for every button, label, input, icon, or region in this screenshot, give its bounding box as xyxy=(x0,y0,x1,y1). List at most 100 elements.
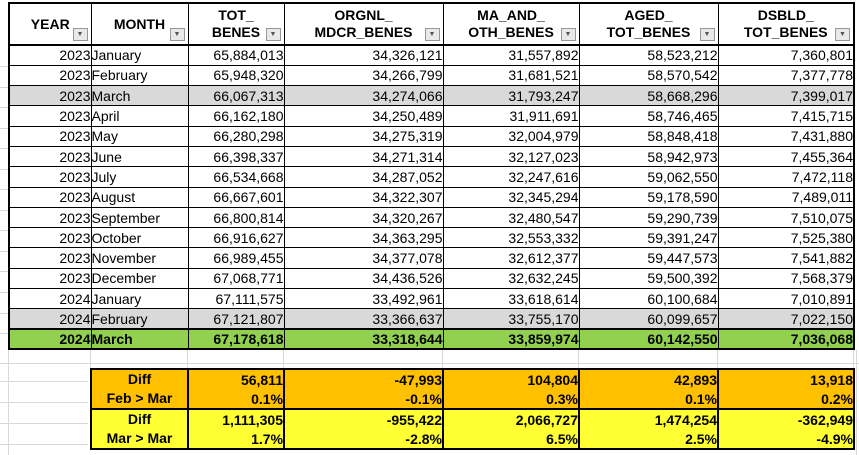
cell-orgnl-mdcr-benes[interactable]: 34,275,319 xyxy=(283,125,444,147)
cell-aged-tot-benes[interactable]: 58,570,542 xyxy=(578,64,719,87)
filter-dropdown-button[interactable]: ▼ xyxy=(835,28,850,41)
cell-year[interactable]: 2023 xyxy=(8,206,92,229)
cell-ma-and-oth-benes[interactable]: 33,755,170 xyxy=(442,308,580,330)
cell-year[interactable]: 2023 xyxy=(8,247,92,269)
cell-ma-and-oth-benes[interactable]: 32,480,547 xyxy=(442,206,580,229)
summary-cell-diff-orgnl[interactable]: -47,993 xyxy=(283,369,444,389)
cell-month[interactable]: March xyxy=(90,85,189,107)
cell-dsbld-tot-benes[interactable]: 7,036,068 xyxy=(717,328,855,351)
cell-dsbld-tot-benes[interactable]: 7,399,017 xyxy=(717,85,855,107)
summary-cell-pct-tot[interactable]: 0.1% xyxy=(187,389,285,409)
cell-dsbld-tot-benes[interactable]: 7,541,882 xyxy=(717,247,855,269)
cell-tot-benes[interactable]: 67,178,618 xyxy=(187,328,285,351)
cell-tot-benes[interactable]: 66,667,601 xyxy=(187,186,285,208)
cell-year[interactable]: 2023 xyxy=(8,64,92,87)
cell-month[interactable]: November xyxy=(90,247,189,269)
cell-aged-tot-benes[interactable]: 58,942,973 xyxy=(578,145,719,168)
cell-orgnl-mdcr-benes[interactable]: 33,366,637 xyxy=(283,308,444,330)
cell-year[interactable]: 2023 xyxy=(8,85,92,107)
filter-dropdown-button[interactable]: ▼ xyxy=(265,28,281,41)
summary-cell-pct-tot[interactable]: 1.7% xyxy=(187,429,285,449)
cell-dsbld-tot-benes[interactable]: 7,377,778 xyxy=(717,64,855,87)
cell-tot-benes[interactable]: 65,948,320 xyxy=(187,64,285,87)
summary-cell-pct-ma[interactable]: 0.3% xyxy=(442,389,580,409)
cell-year[interactable]: 2024 xyxy=(8,308,92,330)
summary-cell-pct-orgnl[interactable]: -2.8% xyxy=(283,429,444,449)
cell-tot-benes[interactable]: 66,067,313 xyxy=(187,85,285,107)
cell-ma-and-oth-benes[interactable]: 31,911,691 xyxy=(442,105,580,127)
summary-cell-diff-orgnl[interactable]: -955,422 xyxy=(283,408,444,429)
summary-cell-pct-dsbld[interactable]: 0.2% xyxy=(717,389,855,409)
cell-ma-and-oth-benes[interactable]: 31,793,247 xyxy=(442,85,580,107)
summary-label-feb-mar[interactable]: Diff Feb > Mar xyxy=(90,369,189,409)
cell-aged-tot-benes[interactable]: 59,500,392 xyxy=(578,267,719,290)
cell-ma-and-oth-benes[interactable]: 32,553,332 xyxy=(442,227,580,249)
cell-dsbld-tot-benes[interactable]: 7,415,715 xyxy=(717,105,855,127)
cell-tot-benes[interactable]: 66,989,455 xyxy=(187,247,285,269)
cell-tot-benes[interactable]: 65,884,013 xyxy=(187,44,285,66)
filter-dropdown-button[interactable]: ▼ xyxy=(424,28,440,41)
cell-ma-and-oth-benes[interactable]: 32,004,979 xyxy=(442,125,580,147)
cell-ma-and-oth-benes[interactable]: 33,618,614 xyxy=(442,288,580,310)
cell-ma-and-oth-benes[interactable]: 31,681,521 xyxy=(442,64,580,87)
cell-orgnl-mdcr-benes[interactable]: 34,266,799 xyxy=(283,64,444,87)
cell-orgnl-mdcr-benes[interactable]: 34,250,489 xyxy=(283,105,444,127)
cell-ma-and-oth-benes[interactable]: 32,612,377 xyxy=(442,247,580,269)
summary-cell-diff-ma[interactable]: 2,066,727 xyxy=(442,408,580,429)
cell-month[interactable]: August xyxy=(90,186,189,208)
cell-orgnl-mdcr-benes[interactable]: 34,320,267 xyxy=(283,206,444,229)
cell-dsbld-tot-benes[interactable]: 7,472,118 xyxy=(717,166,855,188)
cell-year[interactable]: 2023 xyxy=(8,227,92,249)
cell-month[interactable]: December xyxy=(90,267,189,290)
cell-dsbld-tot-benes[interactable]: 7,568,379 xyxy=(717,267,855,290)
summary-cell-pct-ma[interactable]: 6.5% xyxy=(442,429,580,449)
cell-tot-benes[interactable]: 66,398,337 xyxy=(187,145,285,168)
cell-ma-and-oth-benes[interactable]: 32,632,245 xyxy=(442,267,580,290)
cell-ma-and-oth-benes[interactable]: 32,247,616 xyxy=(442,166,580,188)
cell-year[interactable]: 2023 xyxy=(8,186,92,208)
filter-dropdown-button[interactable]: ▼ xyxy=(72,28,88,41)
summary-cell-pct-aged[interactable]: 2.5% xyxy=(578,429,719,449)
cell-month[interactable]: February xyxy=(90,308,189,330)
cell-month[interactable]: January xyxy=(90,44,189,66)
cell-aged-tot-benes[interactable]: 58,523,212 xyxy=(578,44,719,66)
cell-month[interactable]: October xyxy=(90,227,189,249)
cell-month[interactable]: March xyxy=(90,328,189,351)
cell-tot-benes[interactable]: 67,111,575 xyxy=(187,288,285,310)
cell-aged-tot-benes[interactable]: 60,100,684 xyxy=(578,288,719,310)
filter-dropdown-button[interactable]: ▼ xyxy=(560,28,576,41)
cell-month[interactable]: July xyxy=(90,166,189,188)
cell-dsbld-tot-benes[interactable]: 7,431,880 xyxy=(717,125,855,147)
cell-ma-and-oth-benes[interactable]: 32,127,023 xyxy=(442,145,580,168)
cell-dsbld-tot-benes[interactable]: 7,489,011 xyxy=(717,186,855,208)
cell-ma-and-oth-benes[interactable]: 31,557,892 xyxy=(442,44,580,66)
cell-orgnl-mdcr-benes[interactable]: 34,436,526 xyxy=(283,267,444,290)
cell-orgnl-mdcr-benes[interactable]: 34,363,295 xyxy=(283,227,444,249)
cell-dsbld-tot-benes[interactable]: 7,510,075 xyxy=(717,206,855,229)
cell-orgnl-mdcr-benes[interactable]: 34,377,078 xyxy=(283,247,444,269)
cell-orgnl-mdcr-benes[interactable]: 33,492,961 xyxy=(283,288,444,310)
cell-month[interactable]: September xyxy=(90,206,189,229)
cell-dsbld-tot-benes[interactable]: 7,525,380 xyxy=(717,227,855,249)
cell-year[interactable]: 2023 xyxy=(8,125,92,147)
cell-year[interactable]: 2023 xyxy=(8,145,92,168)
cell-aged-tot-benes[interactable]: 59,062,550 xyxy=(578,166,719,188)
summary-cell-diff-aged[interactable]: 42,893 xyxy=(578,369,719,389)
summary-cell-diff-dsbld[interactable]: -362,949 xyxy=(717,408,855,429)
cell-month[interactable]: February xyxy=(90,64,189,87)
cell-month[interactable]: May xyxy=(90,125,189,147)
cell-orgnl-mdcr-benes[interactable]: 34,326,121 xyxy=(283,44,444,66)
summary-cell-diff-dsbld[interactable]: 13,918 xyxy=(717,369,855,389)
cell-tot-benes[interactable]: 67,068,771 xyxy=(187,267,285,290)
cell-dsbld-tot-benes[interactable]: 7,010,891 xyxy=(717,288,855,310)
cell-tot-benes[interactable]: 66,162,180 xyxy=(187,105,285,127)
cell-tot-benes[interactable]: 66,534,668 xyxy=(187,166,285,188)
cell-orgnl-mdcr-benes[interactable]: 34,271,314 xyxy=(283,145,444,168)
summary-label-mar-mar[interactable]: Diff Mar > Mar xyxy=(90,408,189,449)
cell-tot-benes[interactable]: 66,800,814 xyxy=(187,206,285,229)
cell-year[interactable]: 2023 xyxy=(8,267,92,290)
cell-year[interactable]: 2023 xyxy=(8,105,92,127)
cell-month[interactable]: April xyxy=(90,105,189,127)
cell-tot-benes[interactable]: 66,280,298 xyxy=(187,125,285,147)
cell-orgnl-mdcr-benes[interactable]: 33,318,644 xyxy=(283,328,444,351)
